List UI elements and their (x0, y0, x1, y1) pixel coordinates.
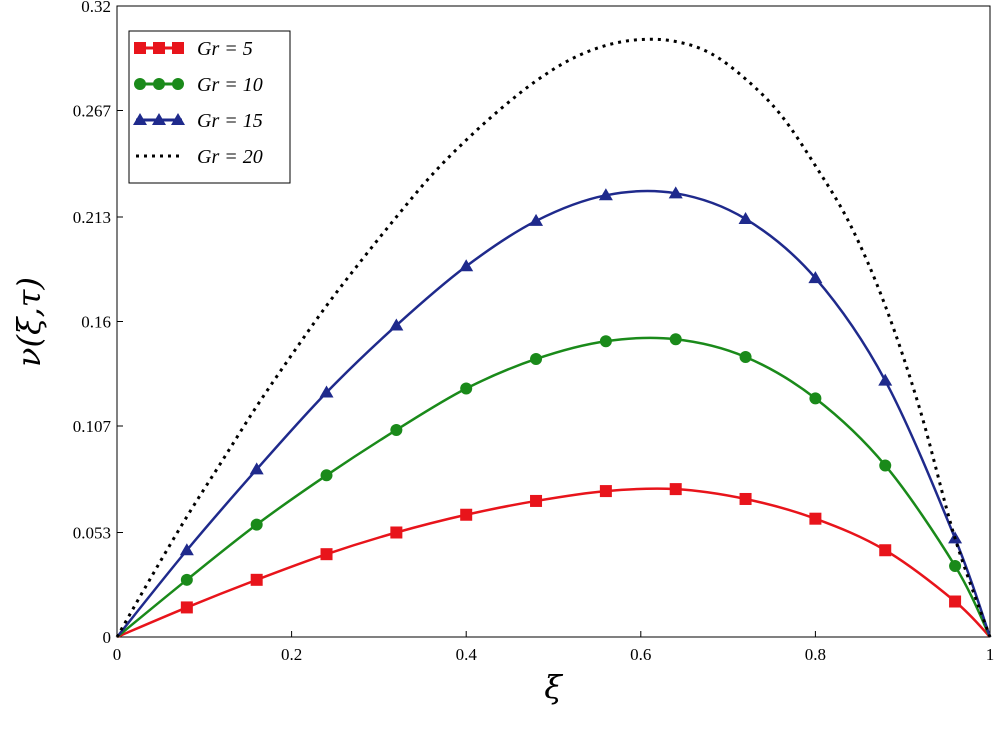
data-point (809, 392, 822, 405)
x-axis-ticks: 0 0.2 0.4 0.6 0.8 1 (113, 631, 995, 664)
legend-item: Gr = 10 (134, 74, 263, 96)
data-point (530, 352, 543, 365)
y-tick-label: 0.32 (81, 0, 111, 16)
series-line (116, 189, 992, 638)
data-point (808, 271, 823, 284)
data-point (739, 492, 752, 505)
data-point (669, 333, 682, 346)
data-point (460, 508, 473, 521)
legend-item: Gr = 20 (136, 146, 263, 168)
y-tick-label: 0.213 (73, 208, 111, 227)
data-point (599, 485, 612, 498)
legend-item: Gr = 15 (133, 110, 263, 132)
legend-label: Gr = 5 (197, 38, 253, 60)
legend-marker (153, 78, 165, 90)
data-point (179, 543, 194, 556)
data-point (459, 259, 474, 272)
series-line (116, 336, 992, 638)
data-point (460, 382, 473, 395)
data-point (319, 385, 334, 398)
legend-box (128, 30, 291, 184)
data-point (250, 573, 263, 586)
data-point (390, 526, 403, 539)
legend: Gr = 5 Gr = 10 Gr = 15 Gr = 20 (128, 30, 291, 184)
data-point (598, 188, 613, 201)
y-axis-label: ν(ξ,τ) (10, 277, 48, 367)
x-tick-label: 0 (113, 645, 122, 664)
data-point (320, 469, 333, 482)
x-tick-label: 0.4 (456, 645, 478, 664)
x-tick-label: 0.2 (281, 645, 302, 664)
data-point (389, 318, 404, 331)
y-tick-label: 0.107 (73, 417, 112, 436)
y-tick-label: 0.16 (81, 313, 111, 332)
data-point (949, 595, 962, 608)
legend-marker (152, 113, 166, 125)
series-2 (116, 186, 992, 638)
data-point (669, 483, 682, 496)
legend-marker (172, 42, 184, 54)
data-point (878, 373, 893, 386)
series-line (116, 487, 991, 639)
data-point (250, 518, 263, 531)
legend-marker (134, 78, 146, 90)
data-point (949, 560, 962, 573)
data-point (180, 573, 193, 586)
x-axis-label: ξ (544, 668, 563, 706)
x-tick-label: 0.8 (805, 645, 826, 664)
data-point (738, 211, 753, 224)
data-point (180, 601, 193, 614)
series-0 (116, 483, 991, 639)
data-point (390, 423, 403, 436)
data-point (529, 213, 544, 226)
series-layer (115, 37, 992, 639)
legend-label: Gr = 15 (197, 110, 263, 132)
data-point (530, 494, 543, 507)
series-1 (116, 333, 992, 638)
data-point (739, 350, 752, 363)
legend-marker (153, 42, 165, 54)
y-tick-label: 0.053 (73, 523, 111, 542)
legend-marker (134, 42, 146, 54)
data-point (879, 544, 892, 557)
data-point (668, 186, 683, 199)
legend-marker (171, 113, 185, 125)
y-tick-label: 0 (103, 628, 112, 647)
legend-item: Gr = 5 (134, 38, 253, 60)
legend-marker (172, 78, 184, 90)
data-point (249, 462, 264, 475)
data-point (599, 335, 612, 348)
x-tick-label: 1 (986, 645, 995, 664)
x-tick-label: 0.6 (630, 645, 651, 664)
data-point (809, 512, 822, 525)
legend-marker (133, 113, 147, 125)
y-tick-label: 0.267 (73, 102, 112, 121)
legend-label: Gr = 10 (197, 74, 263, 96)
y-axis-ticks: 0 0.053 0.107 0.16 0.213 0.267 0.32 (73, 0, 123, 647)
data-point (879, 459, 892, 472)
data-point (320, 548, 333, 561)
legend-label: Gr = 20 (197, 146, 263, 168)
